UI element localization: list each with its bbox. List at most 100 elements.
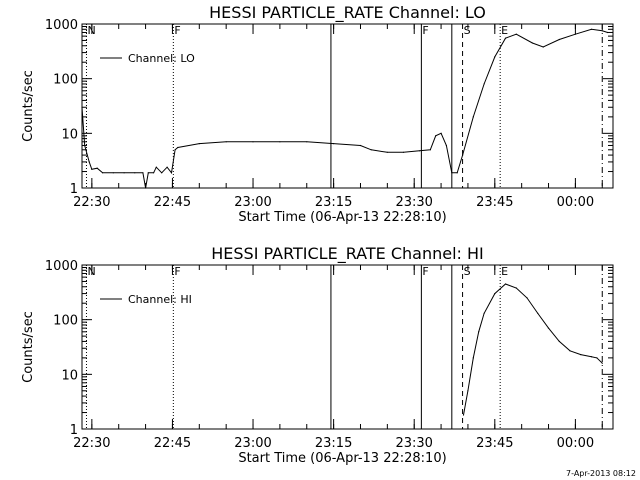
data-point: [558, 38, 560, 41]
y-tick-label: 100: [53, 314, 78, 329]
data-point: [601, 30, 603, 32]
data-point: [147, 172, 149, 174]
data-point: [574, 33, 577, 35]
data-point: [483, 83, 485, 85]
data-point: [370, 149, 372, 151]
data-point: [177, 146, 179, 149]
data-point: [531, 42, 534, 44]
data-point: [542, 46, 544, 48]
x-tick-label: 00:00: [557, 436, 594, 451]
data-point: [569, 350, 571, 352]
chart-title: HESSI PARTICLE_RATE Channel: LO: [209, 3, 486, 23]
data-point: [558, 340, 560, 342]
data-point: [419, 150, 421, 152]
x-tick-label: 23:45: [476, 195, 513, 210]
data-point: [596, 357, 598, 359]
data-point: [170, 172, 173, 174]
x-tick-label: 22:45: [154, 195, 191, 210]
data-point: [333, 143, 335, 145]
data-point: [145, 187, 147, 189]
data-point: [607, 31, 609, 34]
data-point: [590, 28, 593, 30]
event-marker-label: F: [422, 265, 428, 278]
data-point: [478, 331, 480, 333]
data-point: [456, 172, 458, 174]
data-point: [547, 327, 550, 329]
data-point: [504, 37, 507, 39]
x-tick-label: 23:45: [476, 436, 513, 451]
y-tick-label: 1: [70, 423, 78, 438]
data-point: [198, 143, 200, 145]
plot-frame: [81, 264, 614, 430]
data-point: [515, 33, 517, 35]
x-tick-label: 22:30: [73, 436, 110, 451]
data-point: [84, 144, 86, 147]
y-tick-label: 100: [53, 73, 78, 88]
data-point: [504, 283, 507, 285]
event-marker-label: E: [501, 24, 508, 37]
x-tick-label: 23:00: [234, 195, 271, 210]
x-tick-label: 23:15: [315, 436, 352, 451]
data-point: [601, 362, 603, 364]
x-tick-label: 23:30: [395, 436, 432, 451]
data-point: [494, 56, 496, 58]
data-point: [306, 141, 308, 143]
y-axis-label: Counts/sec: [21, 70, 36, 142]
data-point: [123, 172, 125, 174]
chart-title: HESSI PARTICLE_RATE Channel: HI: [211, 244, 484, 264]
event-marker-label: F: [422, 24, 428, 37]
event-marker-label: F: [174, 265, 180, 278]
data-point: [483, 312, 485, 314]
data-point: [134, 172, 136, 174]
data-point: [429, 149, 431, 151]
y-tick-label: 1: [70, 182, 78, 197]
x-tick-label: 23:15: [315, 195, 352, 210]
x-axis-label: Start Time (06-Apr-13 22:28:10): [238, 451, 446, 466]
data-point: [96, 167, 98, 169]
event-marker-label: N: [87, 265, 95, 278]
y-tick-label: 1000: [45, 18, 78, 33]
data-point: [590, 356, 593, 358]
data-point: [462, 414, 465, 416]
y-axis-label: Counts/sec: [21, 311, 36, 383]
event-marker-label: F: [174, 24, 180, 37]
data-point: [102, 172, 104, 174]
data-point: [88, 161, 90, 163]
data-point: [435, 135, 437, 137]
data-point: [81, 106, 83, 108]
event-marker-label: E: [501, 265, 508, 278]
data-point: [112, 172, 114, 174]
data-point: [494, 293, 496, 295]
data-point: [225, 141, 227, 143]
x-tick-label: 23:30: [395, 195, 432, 210]
y-tick-label: 10: [61, 127, 78, 142]
data-point: [467, 390, 469, 392]
x-tick-label: 00:00: [557, 195, 594, 210]
x-axis-label: Start Time (06-Apr-13 22:28:10): [238, 210, 446, 225]
data-point: [440, 132, 442, 134]
x-tick-label: 22:45: [154, 436, 191, 451]
series-line: [463, 283, 603, 416]
data-point: [359, 144, 362, 147]
data-point: [279, 141, 281, 143]
event-marker-label: S: [464, 24, 471, 37]
x-tick-label: 22:30: [73, 195, 110, 210]
legend-entry: Channel: HI: [128, 293, 192, 306]
x-tick-label: 23:00: [234, 436, 271, 451]
data-point: [91, 168, 93, 170]
data-point: [451, 172, 453, 174]
data-point: [472, 357, 474, 359]
data-point: [526, 297, 528, 299]
data-point: [155, 166, 157, 168]
y-tick-label: 1000: [45, 259, 78, 274]
data-point: [142, 172, 144, 174]
data-point: [252, 141, 254, 143]
plot-frame: [81, 23, 614, 189]
data-point: [402, 151, 405, 153]
data-point: [161, 172, 163, 174]
event-marker-label: N: [87, 24, 95, 37]
generation-timestamp: 7-Apr-2013 08:12: [566, 469, 636, 478]
data-point: [462, 154, 464, 156]
data-point: [445, 144, 447, 147]
